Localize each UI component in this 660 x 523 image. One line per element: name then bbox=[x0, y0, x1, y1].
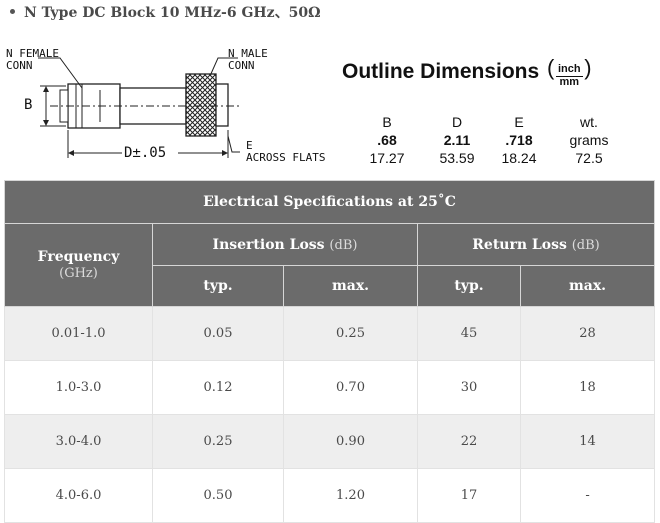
rl-typ-cell: 45 bbox=[417, 306, 521, 361]
dimension-b-label: B bbox=[24, 97, 33, 113]
insertion-loss-unit: (dB) bbox=[329, 237, 358, 253]
table-row: 0.01-1.0 0.05 0.25 45 28 bbox=[4, 306, 656, 361]
dim-header: wt. bbox=[580, 114, 598, 130]
frequency-cell: 3.0-4.0 bbox=[4, 414, 153, 469]
insertion-loss-header: Insertion Loss (dB) bbox=[152, 223, 418, 266]
dim-mm-value: 18.24 bbox=[501, 150, 537, 166]
table-row: 4.0-6.0 0.50 1.20 17 - bbox=[4, 468, 656, 523]
dimension-e-label: E ACROSS FLATS bbox=[246, 139, 326, 164]
table-row: 3.0-4.0 0.25 0.90 22 14 bbox=[4, 414, 656, 469]
table-row: 1.0-3.0 0.12 0.70 30 18 bbox=[4, 360, 656, 415]
return-loss-label: Return Loss bbox=[472, 236, 567, 253]
dim-header: B bbox=[382, 114, 392, 130]
frequency-label: Frequency bbox=[37, 249, 120, 265]
rl-typ-cell: 22 bbox=[417, 414, 521, 469]
outline-dimensions-title: Outline Dimensions bbox=[342, 60, 540, 83]
outline-drawing: N FEMALE CONN N MALE CONN B D±.05 E ACRO… bbox=[0, 40, 340, 170]
insertion-loss-label: Insertion Loss bbox=[212, 236, 325, 253]
dimension-d-label: D±.05 bbox=[124, 145, 167, 161]
rl-typ-header: typ. bbox=[417, 265, 521, 307]
il-max-header: max. bbox=[283, 265, 418, 307]
dim-inch-value: .68 bbox=[377, 132, 397, 148]
unit-inch: inch bbox=[556, 63, 583, 77]
rl-max-cell: 18 bbox=[519, 360, 656, 415]
male-connector-label: N MALE CONN bbox=[228, 47, 268, 72]
unit-fraction: ( inch mm ) bbox=[547, 55, 592, 88]
frequency-cell: 0.01-1.0 bbox=[4, 306, 153, 361]
frequency-cell: 4.0-6.0 bbox=[4, 468, 153, 523]
rl-typ-cell: 30 bbox=[417, 360, 521, 415]
dim-mm-value: 53.59 bbox=[439, 150, 475, 166]
female-connector-label: N FEMALE CONN bbox=[6, 47, 59, 72]
il-typ-cell: 0.12 bbox=[152, 360, 284, 415]
il-typ-cell: 0.50 bbox=[152, 468, 284, 523]
unit-mm: mm bbox=[559, 76, 580, 88]
product-title: N Type DC Block 10 MHz-6 GHz、50Ω bbox=[24, 5, 321, 21]
il-typ-header: typ. bbox=[152, 265, 284, 307]
specs-table-title: Electrical Specifications at 25˚C bbox=[3, 180, 656, 224]
bullet-icon bbox=[10, 8, 15, 14]
rl-max-cell: 14 bbox=[519, 414, 656, 469]
rl-max-header: max. bbox=[519, 265, 656, 307]
male-connector-nut bbox=[185, 73, 217, 137]
return-loss-unit: (dB) bbox=[571, 237, 600, 253]
dim-inch-value: 2.11 bbox=[443, 132, 471, 148]
il-typ-cell: 0.25 bbox=[152, 414, 284, 469]
rl-max-cell: 28 bbox=[519, 306, 656, 361]
connector-drawing bbox=[38, 57, 240, 158]
dim-inch-value: grams bbox=[569, 132, 609, 148]
rl-max-cell: - bbox=[519, 468, 656, 523]
product-heading: N Type DC Block 10 MHz-6 GHz、50Ω bbox=[10, 2, 321, 22]
il-max-cell: 0.25 bbox=[283, 306, 418, 361]
frequency-header: Frequency (GHz) bbox=[4, 223, 153, 307]
frequency-cell: 1.0-3.0 bbox=[4, 360, 153, 415]
electrical-specs-table: Electrical Specifications at 25˚C Freque… bbox=[3, 180, 656, 523]
il-typ-cell: 0.05 bbox=[152, 306, 284, 361]
il-max-cell: 0.70 bbox=[283, 360, 418, 415]
return-loss-header: Return Loss (dB) bbox=[416, 223, 656, 266]
il-max-cell: 0.90 bbox=[283, 414, 418, 469]
dim-mm-value: 17.27 bbox=[369, 150, 405, 166]
dim-mm-value: 72.5 bbox=[575, 150, 603, 166]
dim-header: D bbox=[451, 114, 463, 130]
rl-typ-cell: 17 bbox=[417, 468, 521, 523]
il-max-cell: 1.20 bbox=[283, 468, 418, 523]
dim-header: E bbox=[514, 114, 524, 130]
frequency-unit: (GHz) bbox=[59, 266, 98, 281]
dim-inch-value: .718 bbox=[505, 132, 533, 148]
